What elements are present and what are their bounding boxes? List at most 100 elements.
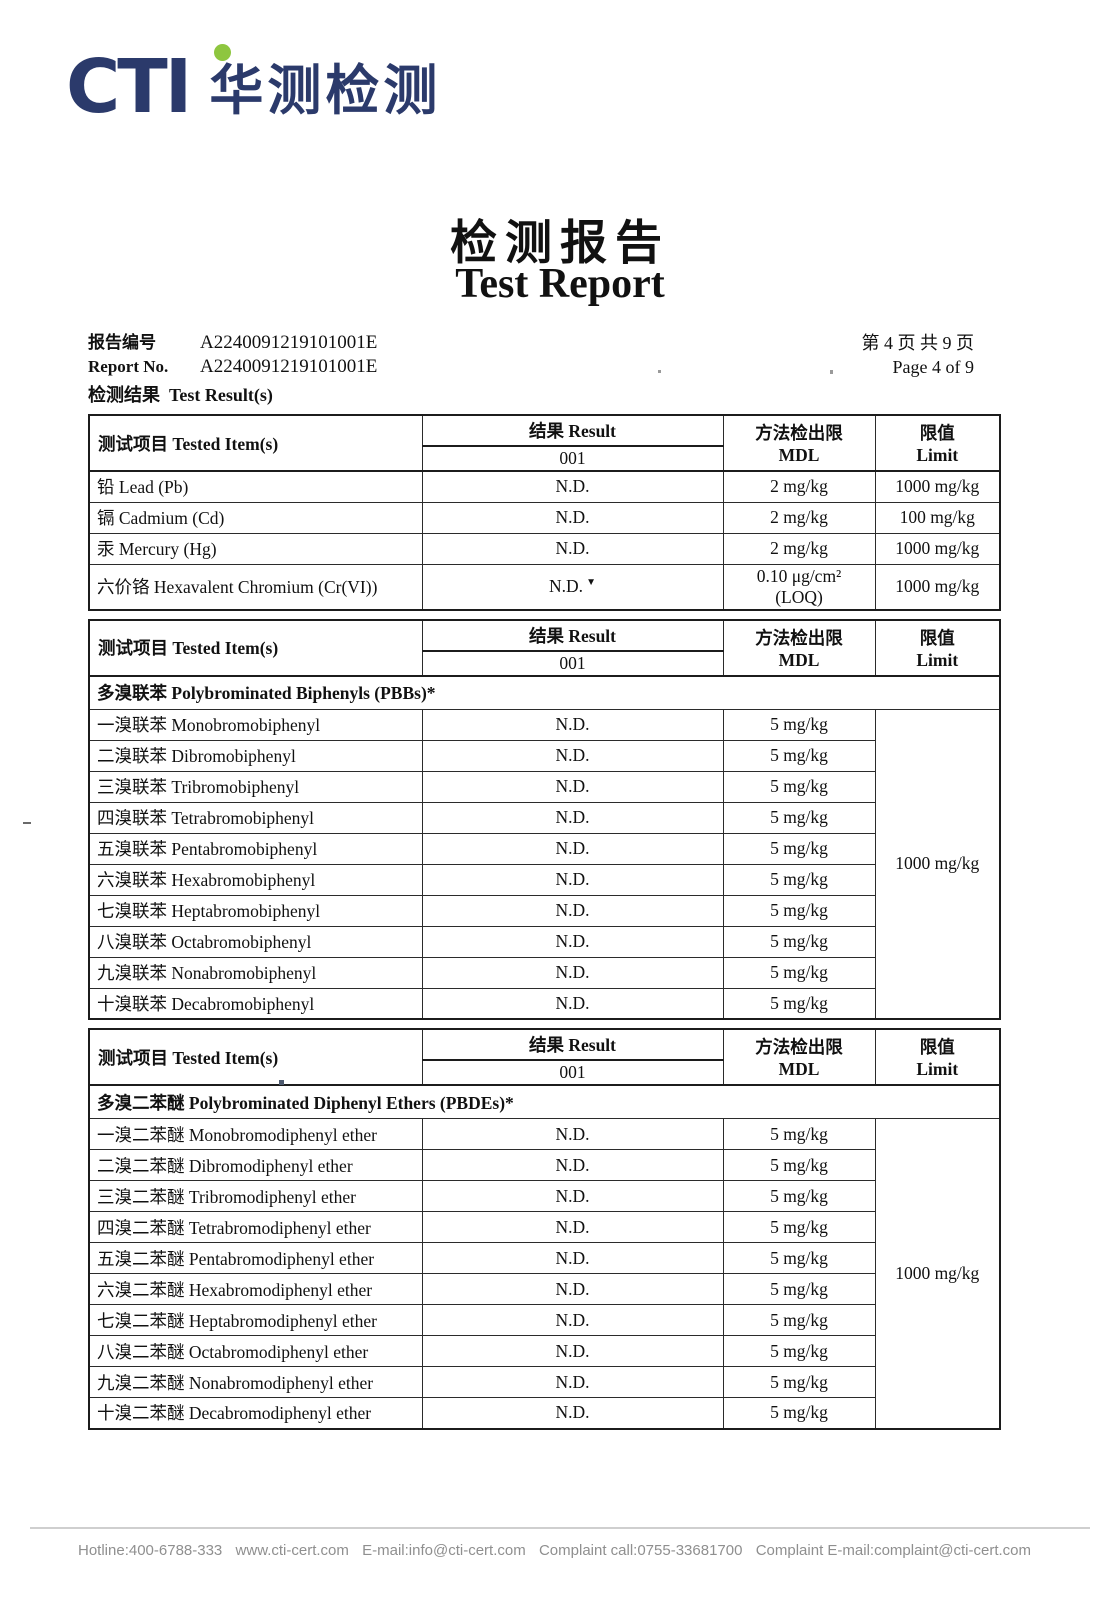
table-row: 六价铬 Hexavalent Chromium (Cr(VI)) N.D. ▼ 0.1…	[88, 563, 1001, 610]
result-cell: N.D.	[421, 770, 724, 803]
table-row: 三溴联苯 Tribromobiphenyl N.D. 5 mg/kg	[88, 770, 1000, 803]
mdl-cell: 5 mg/kg	[722, 1304, 876, 1336]
table-row: 六溴联苯 Hexabromobiphenyl N.D. 5 mg/kg	[88, 863, 1000, 896]
mdl-cell: 5 mg/kg	[722, 987, 876, 1020]
mdl-cell: 2 mg/kg	[722, 470, 876, 503]
tested-item-cell: 六溴二苯醚 Hexabromodiphenyl ether	[88, 1273, 423, 1305]
limit-cell: 1000 mg/kg	[874, 470, 1001, 503]
report-no-label-en: Report No.	[88, 357, 169, 376]
result-cell: N.D.	[421, 708, 724, 741]
results-tables: 测试项目 Tested Item(s) 结果 Result 方法检出限 MDL …	[88, 414, 1001, 1430]
sample-id-header: 001	[421, 1059, 724, 1086]
column-header-limit: 限值 Limit	[874, 414, 1001, 472]
table-row: 九溴联苯 Nonabromobiphenyl N.D. 5 mg/kg	[88, 956, 1000, 989]
tested-item-cell: 六价铬 Hexavalent Chromium (Cr(VI))	[88, 563, 423, 610]
scan-artifact	[830, 370, 833, 374]
table-row: 四溴二苯醚 Tetrabromodiphenyl ether N.D. 5 mg/k…	[88, 1211, 1000, 1243]
mdl-cell: 5 mg/kg	[722, 1118, 876, 1150]
table-row: 五溴二苯醚 Pentabromodiphenyl ether N.D. 5 mg/k…	[88, 1242, 1000, 1274]
result-cell: N.D.	[421, 470, 724, 503]
tested-item-cell: 四溴二苯醚 Tetrabromodiphenyl ether	[88, 1211, 423, 1243]
table-row: 一溴联苯 Monobromobiphenyl N.D. 5 mg/kg 1000 mg…	[88, 708, 1001, 1020]
table-row: 四溴联苯 Tetrabromobiphenyl N.D. 5 mg/kg	[88, 801, 1000, 834]
report-title-english: Test Report	[455, 261, 665, 307]
mdl-cell: 5 mg/kg	[722, 863, 876, 896]
table-row: 十溴二苯醚 Decabromodiphenyl ether N.D. 5 mg/kg	[88, 1397, 1000, 1429]
mdl-cell: 5 mg/kg	[722, 1242, 876, 1274]
tested-item-cell: 铅 Lead (Pb)	[88, 470, 423, 503]
tested-item-cell: 二溴联苯 Dibromobiphenyl	[88, 739, 423, 772]
page-number-cn: 第 4 页 共 9 页	[861, 333, 975, 353]
footer-email: E-mail:info@cti-cert.com	[362, 1542, 526, 1559]
table-row: 六溴二苯醚 Hexabromodiphenyl ether N.D. 5 mg/kg	[88, 1273, 1000, 1305]
report-number-block: 报告编号 A2240091219101001E Report No. A2240…	[88, 331, 377, 379]
section-header-row: 多溴联苯 Polybrominated Biphenyls (PBBs)*	[88, 675, 1001, 710]
result-cell: N.D.	[421, 1304, 724, 1336]
mdl-cell: 5 mg/kg	[722, 1273, 876, 1305]
scan-artifact	[23, 822, 31, 824]
section-title: 多溴二苯醚 Polybrominated Diphenyl Ethers (PB…	[88, 1084, 1001, 1119]
section-title: 多溴联苯 Polybrominated Biphenyls (PBBs)*	[88, 675, 1001, 710]
tested-item-cell: 八溴二苯醚 Octabromodiphenyl ether	[88, 1335, 423, 1367]
column-header-tested-items: 测试项目 Tested Item(s)	[88, 414, 423, 472]
footer-complaint-call: Complaint call:0755-33681700	[538, 1542, 743, 1559]
test-results-heading: 检测结果 Test Result(s)	[88, 385, 273, 405]
mdl-cell: 2 mg/kg	[722, 532, 876, 565]
report-no-label-cn: 报告编号	[88, 333, 156, 352]
footer-complaint-email: Complaint E-mail:complaint@cti-cert.com	[755, 1542, 1031, 1559]
tested-item-cell: 七溴二苯醚 Heptabromodiphenyl ether	[88, 1304, 423, 1336]
column-header-limit: 限值 Limit	[874, 1028, 1001, 1086]
sample-id-header: 001	[421, 445, 724, 472]
result-cell: N.D.	[421, 832, 724, 865]
cti-logo-chinese: 华测检测	[209, 59, 442, 122]
limit-cell: 1000 mg/kg	[874, 1118, 1001, 1429]
pbde-table: 测试项目 Tested Item(s) 结果 Result 方法检出限 MDL …	[88, 1028, 1001, 1430]
sample-id-header: 001	[421, 650, 724, 676]
tested-item-cell: 一溴联苯 Monobromobiphenyl	[88, 708, 423, 741]
tested-item-cell: 三溴二苯醚 Tribromodiphenyl ether	[88, 1180, 423, 1212]
result-cell: N.D.	[421, 801, 724, 834]
table-row: 汞 Mercury (Hg) N.D. 2 mg/kg 1000 mg/kg	[88, 532, 1001, 565]
result-cell: N.D.	[421, 956, 724, 989]
tested-item-cell: 一溴二苯醚 Monobromodiphenyl ether	[88, 1118, 423, 1150]
table-row: 九溴二苯醚 Nonabromodiphenyl ether N.D. 5 mg/kg	[88, 1366, 1000, 1398]
limit-cell: 1000 mg/kg	[874, 563, 1001, 610]
mdl-cell: 5 mg/kg	[722, 1211, 876, 1243]
result-cell: N.D.	[421, 1273, 724, 1305]
section-header-row: 多溴二苯醚 Polybrominated Diphenyl Ethers (PB…	[88, 1084, 1001, 1119]
tested-item-cell: 十溴联苯 Decabromobiphenyl	[88, 987, 423, 1020]
table-row: 镉 Cadmium (Cd) N.D. 2 mg/kg 100 mg/kg	[88, 501, 1001, 534]
footer-hotline: Hotline:400-6788-333	[78, 1542, 223, 1559]
column-header-mdl: 方法检出限 MDL	[722, 414, 876, 472]
tested-item-cell: 八溴联苯 Octabromobiphenyl	[88, 925, 423, 958]
tested-item-cell: 镉 Cadmium (Cd)	[88, 501, 423, 534]
mdl-cell: 5 mg/kg	[722, 894, 876, 927]
cti-logo-text: CTI	[66, 44, 192, 130]
result-cell: N.D.	[421, 987, 724, 1020]
table-row: 三溴二苯醚 Tribromodiphenyl ether N.D. 5 mg/kg	[88, 1180, 1000, 1212]
result-cell: N.D.	[421, 1118, 724, 1150]
footer-divider	[30, 1527, 1090, 1529]
mdl-cell: 5 mg/kg	[722, 708, 876, 741]
table-row: 十溴联苯 Decabromobiphenyl N.D. 5 mg/kg	[88, 987, 1000, 1020]
mdl-cell: 0.10 μg/cm² (LOQ)	[722, 563, 876, 610]
scan-artifact	[658, 370, 661, 373]
table-row: 八溴联苯 Octabromobiphenyl N.D. 5 mg/kg	[88, 925, 1000, 958]
tested-item-cell: 九溴联苯 Nonabromobiphenyl	[88, 956, 423, 989]
logo-green-dot-icon	[214, 44, 231, 61]
heavy-metals-table: 测试项目 Tested Item(s) 结果 Result 方法检出限 MDL …	[88, 414, 1001, 611]
cti-logo: CTI 华测检测	[66, 44, 442, 130]
table-row: 八溴二苯醚 Octabromodiphenyl ether N.D. 5 mg/kg	[88, 1335, 1000, 1367]
limit-cell: 1000 mg/kg	[874, 708, 1001, 1020]
table-row: 二溴二苯醚 Dibromodiphenyl ether N.D. 5 mg/kg	[88, 1149, 1000, 1181]
result-cell: N.D.	[421, 1335, 724, 1367]
table-row: 铅 Lead (Pb) N.D. 2 mg/kg 1000 mg/kg	[88, 470, 1001, 503]
result-cell: N.D.	[421, 894, 724, 927]
tested-item-cell: 十溴二苯醚 Decabromodiphenyl ether	[88, 1397, 423, 1429]
tested-item-cell: 二溴二苯醚 Dibromodiphenyl ether	[88, 1149, 423, 1181]
result-cell: N.D.	[421, 532, 724, 565]
column-header-result: 结果 Result	[421, 619, 724, 652]
column-header-mdl: 方法检出限 MDL	[722, 1028, 876, 1086]
mdl-cell: 5 mg/kg	[722, 1366, 876, 1398]
result-cell: N.D.	[421, 1180, 724, 1212]
